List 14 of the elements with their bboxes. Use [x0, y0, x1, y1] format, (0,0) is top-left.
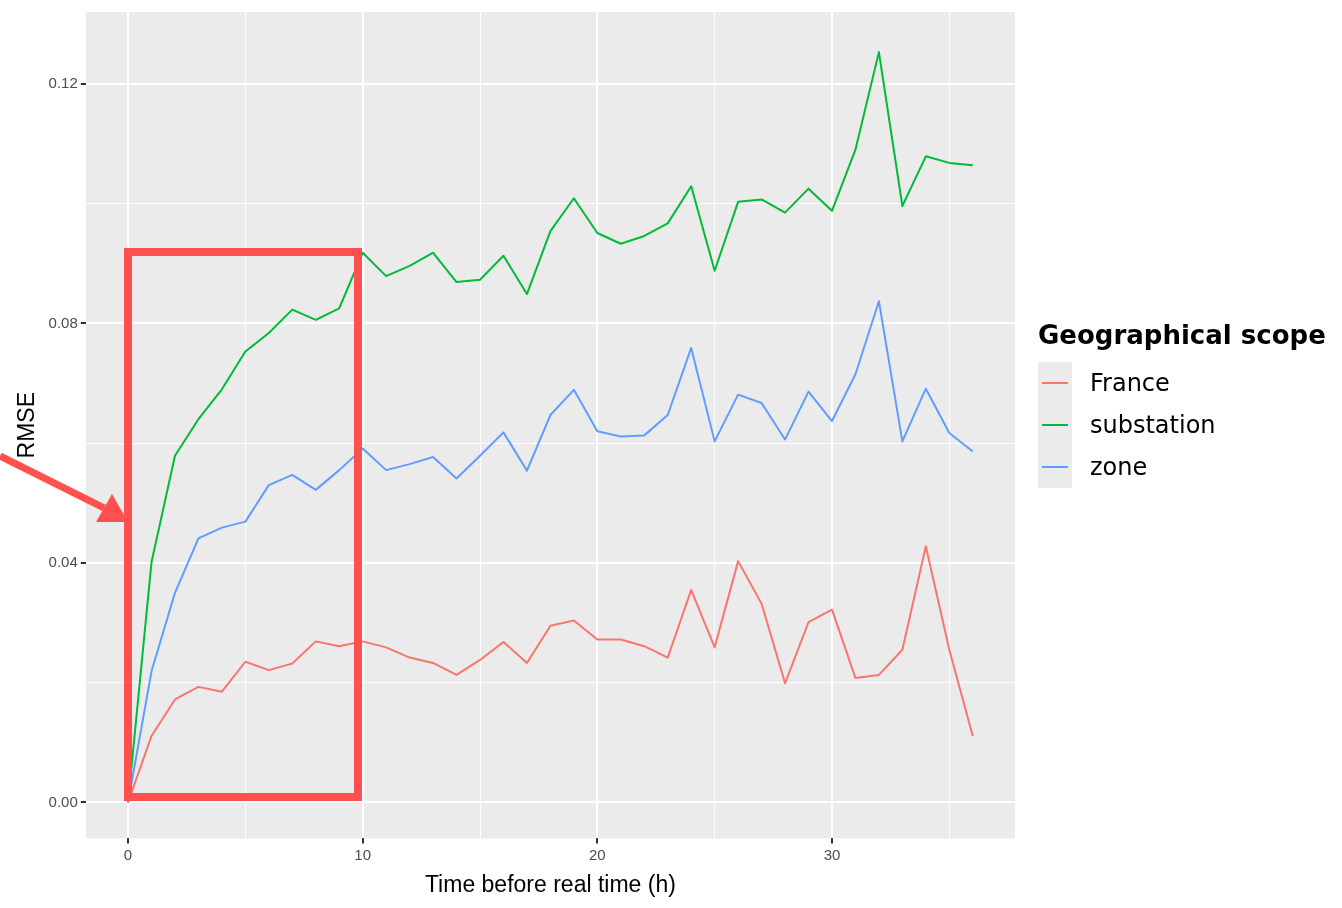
legend-label: zone	[1090, 453, 1148, 481]
x-tick-label: 30	[823, 845, 841, 863]
x-tick-label: 20	[588, 845, 606, 863]
y-axis-title: RMSE	[13, 391, 40, 459]
x-axis-title: Time before real time (h)	[424, 870, 676, 897]
legend-label: substation	[1090, 411, 1216, 439]
legend-title: Geographical scope	[1038, 320, 1326, 350]
y-tick-label: 0.12	[48, 74, 78, 91]
x-tick-label: 10	[354, 845, 372, 863]
y-tick-label: 0.08	[48, 313, 78, 331]
legend-label: France	[1090, 369, 1170, 397]
y-tick-label: 0.00	[48, 792, 78, 810]
y-tick-label: 0.04	[48, 553, 78, 571]
x-tick-label: 0	[123, 845, 133, 863]
